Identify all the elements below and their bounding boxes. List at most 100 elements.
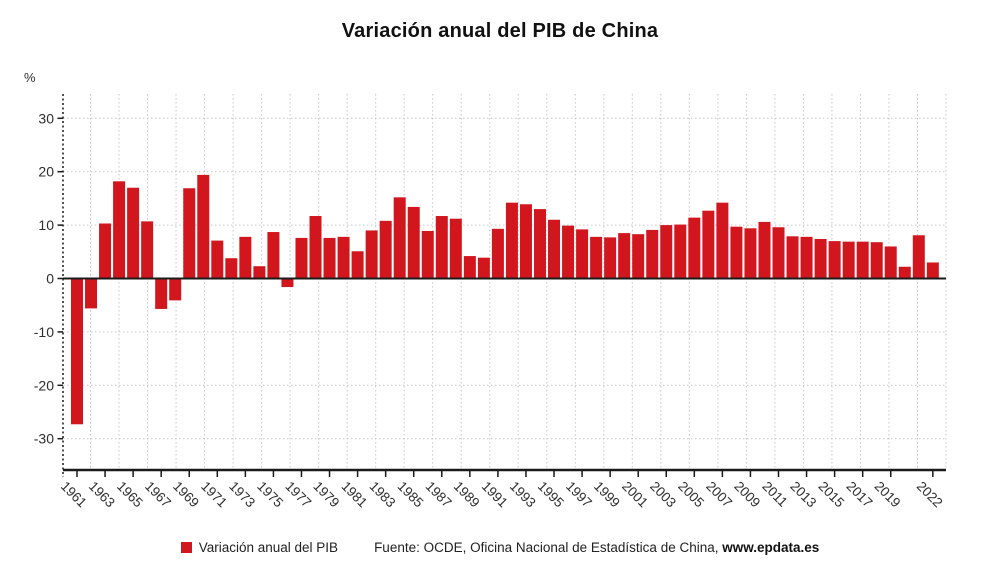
bar-1988 xyxy=(449,218,462,279)
bar-1974 xyxy=(253,266,266,279)
x-tick-label: 1971 xyxy=(198,479,230,511)
bar-2005 xyxy=(688,217,701,279)
y-tick-label: 0 xyxy=(46,271,54,287)
bar-2003 xyxy=(660,225,673,279)
x-tick-label: 2019 xyxy=(872,479,904,511)
bar-2017 xyxy=(856,241,869,279)
bar-1971 xyxy=(211,240,224,279)
x-tick-label: 1987 xyxy=(423,479,455,511)
bar-1973 xyxy=(239,236,252,279)
y-tick-label: -30 xyxy=(34,431,54,447)
x-tick-label: 2007 xyxy=(703,479,735,511)
bar-2022 xyxy=(926,262,939,279)
gdp-annual-variation-bar-chart: 30 20 10 0 -10 -20 -30 196119631965196719691971… xyxy=(34,94,947,511)
bar-1985 xyxy=(407,206,420,279)
x-tick-label: 1967 xyxy=(142,479,174,511)
bar-1990 xyxy=(477,257,490,279)
source-site: www.epdata.es xyxy=(722,540,820,555)
x-tick-label: 1979 xyxy=(310,479,342,511)
source-prefix: Fuente: OCDE, Oficina Nacional de Estadí… xyxy=(374,540,723,555)
x-tick-label: 2011 xyxy=(759,479,790,510)
bar-1964 xyxy=(113,181,126,279)
y-tick-label: -20 xyxy=(34,377,54,393)
x-tick-label: 1993 xyxy=(507,479,539,511)
x-tick-label: 2003 xyxy=(647,479,679,511)
x-tick-label: 1969 xyxy=(170,479,202,511)
x-tick-label: 1985 xyxy=(395,479,427,511)
bar-2002 xyxy=(646,229,659,279)
bar-1992 xyxy=(505,202,518,279)
y-tick-label: 20 xyxy=(38,164,54,180)
bar-1972 xyxy=(225,258,238,279)
footer: Variación anual del PIB Fuente: OCDE, Of… xyxy=(0,540,1000,555)
x-tick-label: 1991 xyxy=(479,479,511,511)
bar-1995 xyxy=(548,219,561,279)
x-tick-label: 2015 xyxy=(815,479,847,511)
bar-1963 xyxy=(99,223,112,279)
x-tick-label: 2022 xyxy=(914,479,946,511)
x-tick-label: 1975 xyxy=(254,479,286,511)
bar-2009 xyxy=(744,228,757,279)
bar-1984 xyxy=(393,197,406,279)
x-tick-label: 1973 xyxy=(226,479,258,511)
bar-1997 xyxy=(576,229,589,279)
bar-1976 xyxy=(281,278,294,288)
bar-1965 xyxy=(127,187,140,279)
bar-2020 xyxy=(898,266,911,279)
bar-1998 xyxy=(590,236,603,279)
bar-2008 xyxy=(730,226,743,279)
legend: Variación anual del PIB xyxy=(180,540,339,555)
y-axis-unit-label: % xyxy=(24,70,36,85)
bar-2011 xyxy=(772,227,785,279)
chart-title: Variación anual del PIB de China xyxy=(341,20,659,42)
bar-2015 xyxy=(828,241,841,279)
bar-1969 xyxy=(183,188,196,279)
x-tick-label: 1983 xyxy=(367,479,399,511)
bar-2021 xyxy=(912,235,925,279)
bar-1979 xyxy=(323,237,336,279)
bar-2012 xyxy=(786,236,799,279)
bar-1962 xyxy=(85,278,98,309)
bar-1983 xyxy=(379,220,392,279)
bar-2000 xyxy=(618,233,631,279)
x-tick-label: 1981 xyxy=(338,479,370,511)
bar-1999 xyxy=(604,237,617,279)
x-tick-label: 2005 xyxy=(675,479,707,511)
x-tick-label: 2013 xyxy=(787,479,819,511)
bar-1977 xyxy=(295,237,308,279)
bar-1968 xyxy=(169,278,182,301)
x-tick-label: 1999 xyxy=(591,479,623,511)
x-tick-label: 1965 xyxy=(114,479,146,511)
bar-1994 xyxy=(533,209,546,279)
bar-2013 xyxy=(800,236,813,279)
bar-2007 xyxy=(716,202,729,279)
x-tick-label: 2017 xyxy=(844,479,876,511)
bar-1975 xyxy=(267,232,280,279)
x-tick-label: 1989 xyxy=(451,479,483,511)
x-tick-label: 2001 xyxy=(619,479,651,511)
bar-1966 xyxy=(141,221,154,279)
bar-1989 xyxy=(463,256,476,279)
bar-2019 xyxy=(884,246,897,279)
bar-1970 xyxy=(197,174,210,279)
x-tick-label: 1977 xyxy=(282,479,314,511)
bar-1978 xyxy=(309,216,322,279)
bar-2016 xyxy=(842,241,855,279)
bar-2014 xyxy=(814,238,827,279)
bar-1961 xyxy=(71,278,83,425)
bar-1967 xyxy=(155,278,168,309)
y-tick-label: 30 xyxy=(38,110,54,126)
y-tick-label: 10 xyxy=(38,217,54,233)
bar-1980 xyxy=(337,236,350,279)
bar-1982 xyxy=(365,230,378,279)
source-text: Fuente: OCDE, Oficina Nacional de Estadí… xyxy=(374,540,819,555)
bar-2006 xyxy=(702,210,715,279)
bar-2001 xyxy=(632,234,645,279)
bar-1987 xyxy=(435,216,448,279)
y-tick-label: -10 xyxy=(34,324,54,340)
bar-1996 xyxy=(562,225,575,279)
x-tick-label: 1995 xyxy=(535,479,567,511)
legend-label: Variación anual del PIB xyxy=(198,540,339,555)
bar-2004 xyxy=(674,224,687,279)
